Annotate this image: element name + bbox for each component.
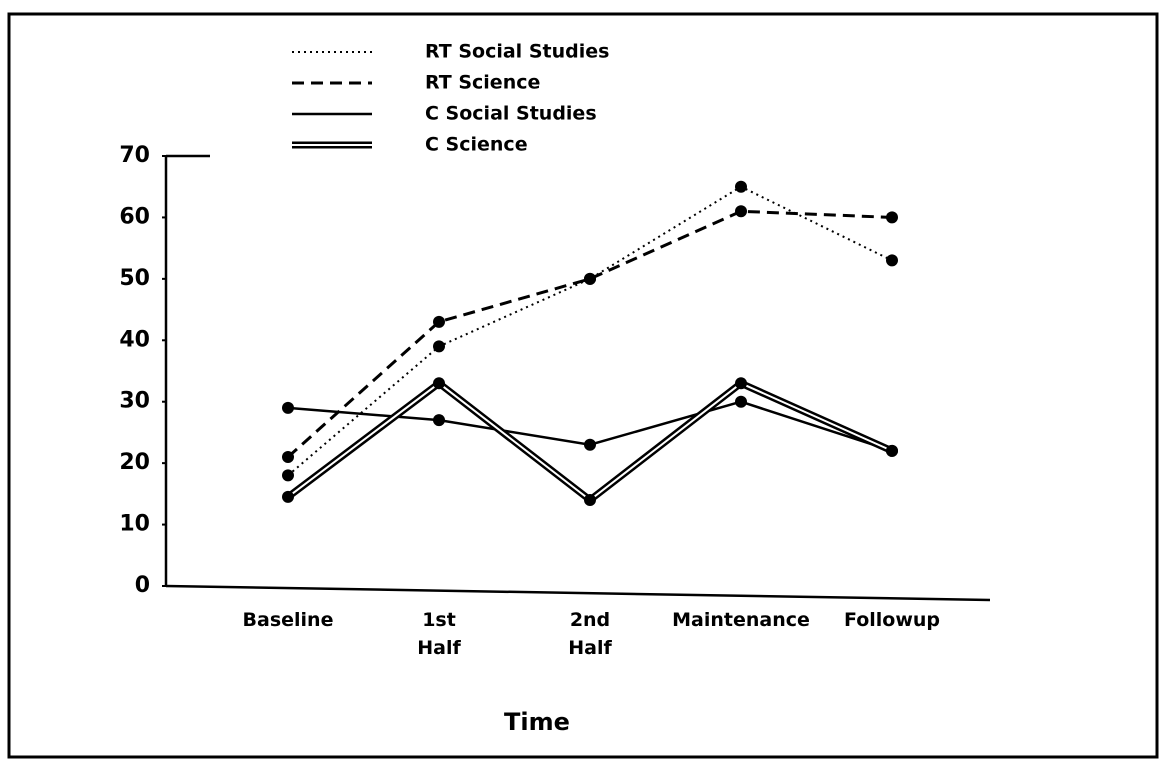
point: [282, 469, 294, 482]
point: [584, 494, 596, 506]
series-line: [286, 209, 893, 459]
point: [433, 340, 445, 353]
point: [584, 272, 596, 285]
point: [886, 211, 898, 224]
point: [433, 315, 445, 328]
y-tick-label: 20: [119, 450, 150, 475]
legend-label: RT Social Studies: [425, 41, 609, 63]
point: [282, 401, 294, 414]
point: [735, 377, 747, 390]
x-tick-label: Baseline: [242, 609, 334, 631]
point: [433, 377, 445, 390]
y-tick-label: 40: [119, 327, 150, 352]
x-tick-label: 1st Half: [417, 609, 461, 659]
y-tick-label: 30: [119, 389, 150, 414]
x-axis-title: Time: [504, 708, 570, 736]
x-axis: [165, 584, 991, 602]
point: [735, 180, 747, 193]
frame: [7, 12, 1159, 759]
legend-label: C Social Studies: [425, 103, 597, 125]
point: [584, 438, 596, 451]
point: [433, 414, 445, 427]
y-tick-label: 70: [119, 143, 150, 168]
legend-label: C Science: [425, 134, 528, 156]
legend-label: RT Science: [425, 72, 540, 94]
x-tick-label: Maintenance: [672, 609, 810, 631]
point: [886, 254, 898, 267]
y-tick-label: 10: [119, 512, 150, 537]
y-tick-label: 0: [135, 573, 150, 598]
point: [282, 490, 294, 503]
point: [886, 444, 898, 457]
point: [735, 205, 747, 218]
x-tick-label: 2nd Half: [568, 609, 612, 659]
y-tick-label: 60: [119, 204, 150, 229]
point: [735, 395, 747, 408]
y-tick-label: 50: [119, 266, 150, 291]
x-tick-label: Followup: [843, 609, 941, 631]
series-line: [287, 185, 893, 477]
point: [282, 451, 294, 463]
